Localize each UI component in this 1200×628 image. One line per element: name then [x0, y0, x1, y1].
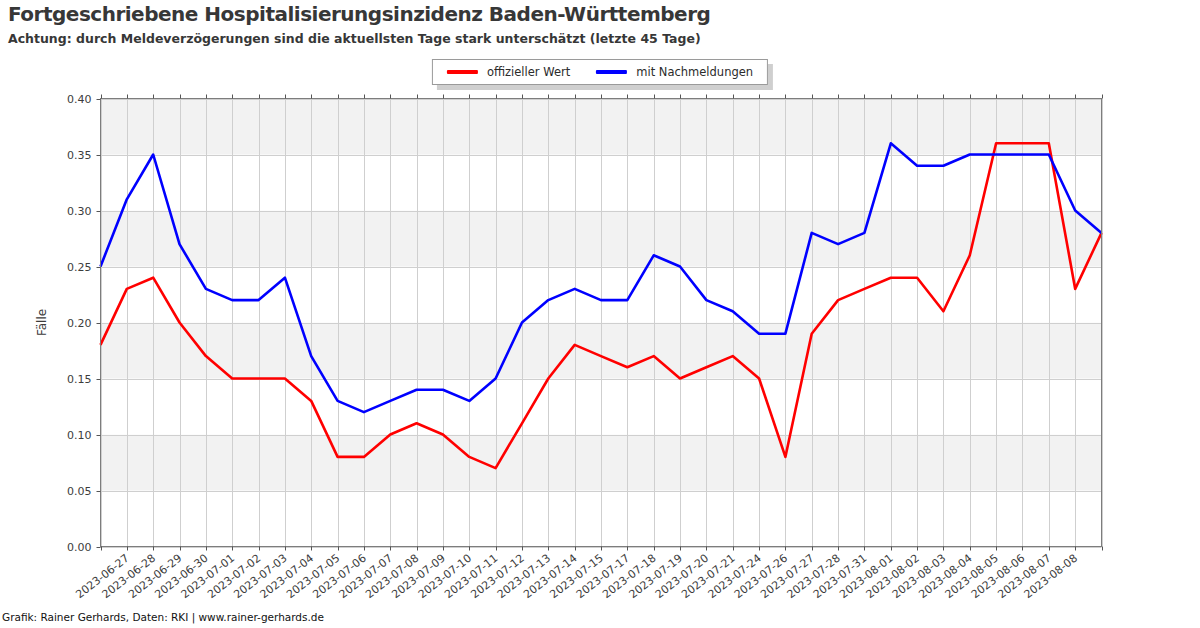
page-title: Fortgeschriebene Hospitalisierungsinzide… [8, 2, 710, 26]
legend-label: offizieller Wert [487, 65, 570, 79]
y-tick-labels: 0.00 0.05 0.10 0.15 0.20 0.25 0.30 0.35 0.40 [67, 93, 92, 554]
y-axis-label: Fälle [35, 309, 49, 336]
svg-text:0.05: 0.05 [67, 485, 92, 498]
svg-text:0.10: 0.10 [67, 429, 92, 442]
svg-text:0.30: 0.30 [67, 205, 92, 218]
legend-swatch-blue [596, 70, 627, 74]
chart-subtitle: Achtung: durch Meldeverzögerungen sind d… [8, 31, 701, 46]
chart-legend: offizieller Wert mit Nachmeldungen [432, 59, 768, 85]
legend-label: mit Nachmeldungen [636, 65, 753, 79]
svg-text:0.25: 0.25 [67, 261, 92, 274]
x-tick-labels: 2023-06-272023-06-282023-06-292023-06-30… [73, 552, 1080, 602]
chart-figure: 0.00 0.05 0.10 0.15 0.20 0.25 0.30 0.35 0.40 2023… [0, 0, 1200, 628]
svg-text:0.00: 0.00 [67, 541, 92, 554]
legend-swatch-red [447, 70, 478, 74]
svg-text:0.15: 0.15 [67, 373, 92, 386]
svg-text:0.35: 0.35 [67, 149, 92, 162]
svg-text:0.40: 0.40 [67, 93, 92, 106]
chart-canvas: 0.00 0.05 0.10 0.15 0.20 0.25 0.30 0.35 0.40 2023… [0, 0, 1200, 628]
credit-line: Grafik: Rainer Gerhards, Daten: RKI | ww… [2, 611, 324, 623]
svg-text:0.20: 0.20 [67, 317, 92, 330]
legend-item-official: offizieller Wert [447, 65, 570, 79]
legend-item-nachmeldungen: mit Nachmeldungen [596, 65, 753, 79]
